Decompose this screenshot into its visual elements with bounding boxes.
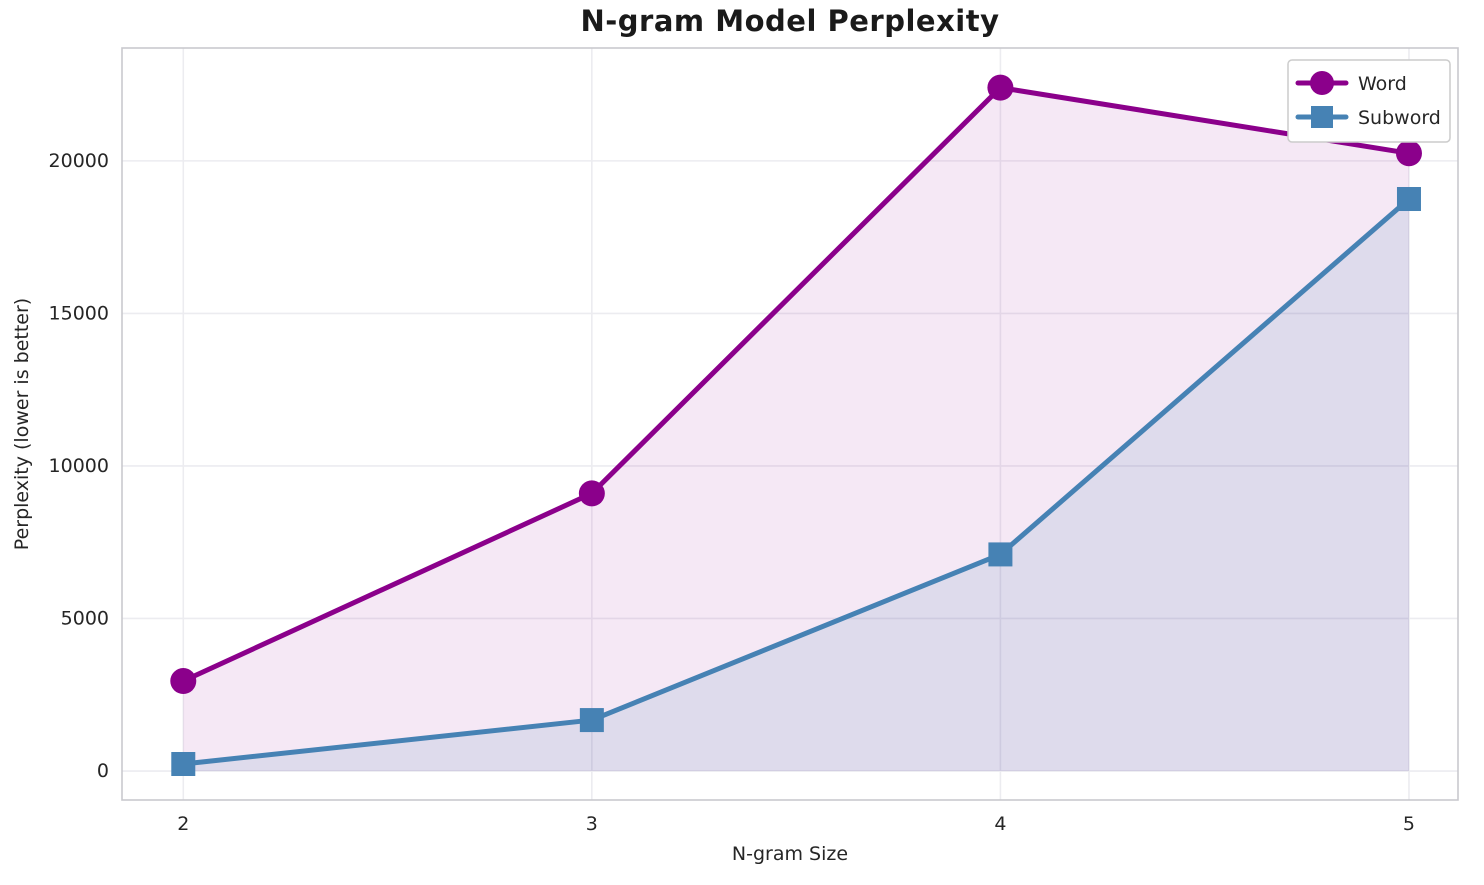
legend-word-marker-icon xyxy=(1310,71,1334,95)
plot-frame xyxy=(121,47,1459,801)
series-word-line xyxy=(180,85,1412,684)
x-tick-label: 4 xyxy=(994,813,1006,835)
y-tick-label: 15000 xyxy=(49,302,109,324)
series-word-fill xyxy=(183,87,1409,772)
series-subword-fill xyxy=(183,199,1409,772)
y-tick-label: 5000 xyxy=(61,607,109,629)
subword-marker-square-icon xyxy=(1396,187,1421,212)
x-tick-label: 2 xyxy=(177,813,189,835)
x-axis-label: N-gram Size xyxy=(731,843,849,865)
x-tick-label: 3 xyxy=(586,813,598,835)
y-tick-label: 0 xyxy=(97,760,109,782)
legend-label: Subword xyxy=(1358,107,1441,129)
subword-marker-square-icon xyxy=(171,752,196,777)
subword-marker-square-icon xyxy=(988,542,1013,567)
series-subword-line xyxy=(180,196,1412,767)
legend-subword-marker-icon xyxy=(1311,106,1333,128)
x-tick-label: 5 xyxy=(1403,813,1415,835)
word-marker-circle-icon xyxy=(987,74,1014,101)
chart-title: N-gram Model Perplexity xyxy=(580,4,1000,38)
word-marker-circle-icon xyxy=(170,668,197,695)
y-tick-label: 20000 xyxy=(49,150,109,172)
subword-marker-square-icon xyxy=(579,708,604,733)
legend-label: Word xyxy=(1358,73,1407,95)
word-marker-circle-icon xyxy=(1395,140,1422,167)
word-marker-circle-icon xyxy=(578,480,605,507)
legend: Word Subword xyxy=(1287,59,1451,143)
y-tick-label: 10000 xyxy=(49,455,109,477)
